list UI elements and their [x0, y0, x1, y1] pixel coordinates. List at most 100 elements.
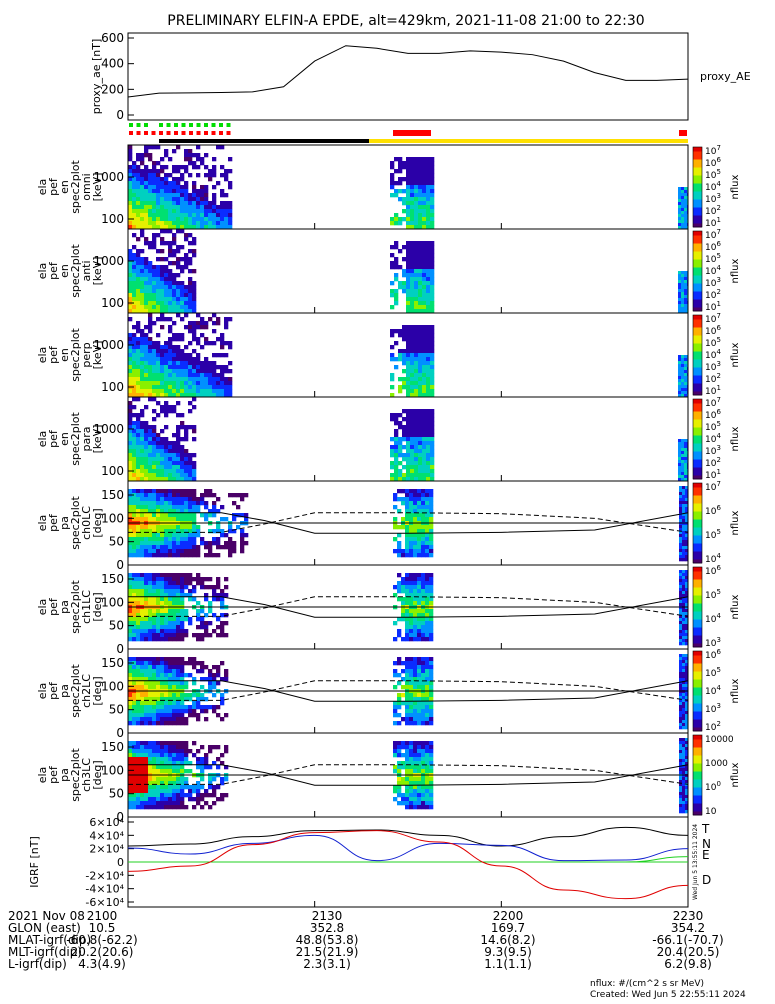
spectrogram-cell: [136, 589, 140, 593]
spectrogram-cell: [180, 741, 184, 745]
spectrogram-cell: [687, 220, 690, 223]
spectrogram-cell: [212, 381, 216, 385]
spectrogram-cell: [132, 685, 136, 689]
spectrogram-cell: [132, 357, 136, 361]
spectrogram-cell: [681, 274, 684, 277]
spectrogram-cell: [192, 701, 196, 705]
spectrogram-cell: [160, 357, 164, 361]
spectrogram-cell: [681, 205, 684, 208]
spectrogram-cell: [406, 353, 410, 357]
spectrogram-cell: [200, 385, 204, 389]
spectrogram-cell: [196, 549, 200, 553]
spectrogram-cell: [678, 451, 681, 454]
spectrogram-cell: [176, 549, 180, 553]
spectrogram-cell: [152, 305, 156, 309]
spectrogram-cell: [168, 173, 172, 177]
spectrogram-cell: [160, 349, 164, 353]
spectrogram-cell: [140, 421, 144, 425]
spectrogram-cell: [152, 293, 156, 297]
spectrogram-cell: [208, 633, 212, 637]
spectrogram-cell: [390, 245, 394, 249]
spectrogram-cell: [188, 249, 192, 253]
spectrogram-cell: [148, 373, 152, 377]
spectrogram-cell: [128, 389, 132, 393]
spectrogram-cell: [144, 429, 148, 433]
spectrogram-cell: [684, 223, 687, 226]
spectrogram-cell: [148, 549, 152, 553]
spectrogram-cell: [180, 585, 184, 589]
spectrogram-cell: [684, 289, 687, 292]
spectrogram-cell: [192, 517, 196, 521]
spectrogram-cell: [176, 777, 180, 781]
spectrogram-cell: [188, 305, 192, 309]
spectrogram-cell: [172, 681, 176, 685]
spectrogram-cell: [148, 173, 152, 177]
spectrogram-cell: [426, 373, 430, 377]
spectrogram-cell: [148, 785, 152, 789]
spectrogram-cell: [132, 245, 136, 249]
spectrogram-cell: [687, 211, 690, 214]
spectrogram-cell: [148, 425, 152, 429]
spectrogram-cell: [132, 353, 136, 357]
spectrogram-cell: [172, 433, 176, 437]
spectrogram-cell: [687, 379, 690, 382]
spectrogram-cell: [429, 657, 433, 661]
spectrogram-cell: [128, 205, 132, 209]
spectrogram-cell: [180, 445, 184, 449]
spectrogram-cell: [140, 801, 144, 805]
spectrogram-cell: [425, 769, 429, 773]
y-tick-label: 50: [109, 787, 124, 801]
spectrogram-cell: [406, 305, 410, 309]
spectrogram-cell: [422, 185, 426, 189]
spectrogram-cell: [152, 281, 156, 285]
spectrogram-cell: [430, 193, 434, 197]
spectrogram-cell: [132, 437, 136, 441]
spectrogram-cell: [425, 629, 429, 633]
spectrogram-cell: [681, 307, 684, 310]
spectrogram-cell: [422, 325, 426, 329]
spectrogram-cell: [208, 745, 212, 749]
spectrogram-cell: [417, 489, 421, 493]
spectrogram-cell: [140, 433, 144, 437]
spectrogram-cell: [208, 377, 212, 381]
spectrogram-cell: [421, 537, 425, 541]
spectrogram-cell: [410, 453, 414, 457]
spectrogram-cell: [172, 213, 176, 217]
spectrogram-cell: [682, 615, 685, 618]
spectrogram-cell: [681, 286, 684, 289]
spectrogram-cell: [156, 281, 160, 285]
spectrogram-cell: [148, 217, 152, 221]
spectrogram-cell: [200, 157, 204, 161]
spectrogram-cell: [413, 665, 417, 669]
spectrogram-cell: [682, 507, 685, 510]
spectrogram-cell: [136, 361, 140, 365]
spectrogram-cell: [152, 197, 156, 201]
spectrogram-cell: [430, 385, 434, 389]
spectrogram-cell: [168, 365, 172, 369]
spectrogram-cell: [212, 185, 216, 189]
spectrogram-cell: [681, 451, 684, 454]
spectrogram-cell: [682, 720, 685, 723]
spectrogram-cell: [176, 177, 180, 181]
spectrogram-cell: [430, 353, 434, 357]
spectrogram-cell: [168, 269, 172, 273]
spectrogram-cell: [402, 161, 406, 165]
spectrogram-cell: [136, 741, 140, 745]
spectrogram-cell: [160, 189, 164, 193]
spectrogram-cell: [413, 633, 417, 637]
spectrogram-cell: [228, 369, 232, 373]
spectrogram-cell: [405, 493, 409, 497]
spectrogram-cell: [176, 753, 180, 757]
spectrogram-cell: [405, 805, 409, 809]
spectrogram-cell: [196, 601, 200, 605]
spectrogram-cell: [409, 637, 413, 641]
spectrogram-cell: [212, 197, 216, 201]
y-axis-label: [deg]: [91, 508, 104, 537]
spectrogram-cell: [425, 705, 429, 709]
spectrogram-cell: [152, 609, 156, 613]
spectrogram-cell: [184, 721, 188, 725]
spectrogram-cell: [152, 573, 156, 577]
spectrogram-cell: [410, 169, 414, 173]
spectrogram-cell: [160, 241, 164, 245]
spectrogram-cell: [192, 713, 196, 717]
